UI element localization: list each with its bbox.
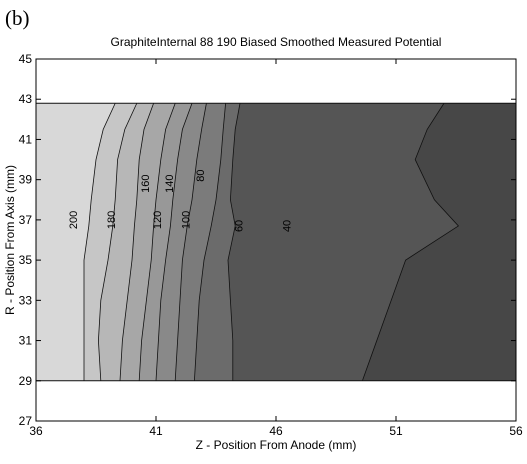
x-tick-label: 41 [149, 424, 163, 438]
y-axis-label: R - Position From Axis (mm) [3, 165, 17, 315]
y-tick-label: 41 [19, 132, 33, 146]
x-tick-label: 56 [509, 424, 523, 438]
contour-label-80: 80 [195, 170, 207, 182]
chart-title: GraphiteInternal 88 190 Biased Smoothed … [110, 35, 442, 49]
contour-line-120 [155, 103, 193, 381]
contour-label-60: 60 [233, 220, 245, 232]
contour-label-160: 160 [140, 175, 152, 193]
contour-bands [36, 103, 517, 381]
contour-label-120: 120 [152, 211, 164, 229]
contour-labels: 200 180 160 140 120 100 80 60 40 [68, 170, 294, 233]
y-tick-label: 37 [19, 213, 33, 227]
x-tick-label: 36 [29, 424, 43, 438]
y-tick-label: 27 [19, 414, 33, 428]
contour-band-lt40 [362, 103, 516, 381]
y-tick-label: 31 [19, 334, 33, 348]
contour-line-140 [138, 103, 176, 381]
y-tick-label: 39 [19, 173, 33, 187]
axis-ticks: 36 41 46 51 56 27 29 31 33 35 37 39 41 43 45 [19, 52, 523, 438]
contour-label-100: 100 [181, 211, 193, 229]
contour-label-200: 200 [68, 211, 80, 229]
contour-label-140: 140 [164, 175, 176, 193]
contour-label-40: 40 [281, 220, 293, 232]
x-axis-label: Z - Position From Anode (mm) [196, 438, 357, 452]
x-tick-label: 46 [269, 424, 283, 438]
x-tick-label: 51 [389, 424, 403, 438]
contour-line-100 [174, 103, 207, 381]
y-tick-label: 29 [19, 374, 33, 388]
y-tick-label: 33 [19, 293, 33, 307]
panel-label: (b) [5, 6, 30, 30]
contour-label-180: 180 [106, 211, 118, 229]
y-tick-label: 43 [19, 92, 33, 106]
contour-line-60 [227, 103, 241, 381]
contour-line-180 [97, 103, 138, 381]
contour-line-80 [194, 103, 226, 381]
contour-line-200 [83, 103, 116, 381]
y-tick-label: 35 [19, 253, 33, 267]
contour-line-160 [119, 103, 154, 381]
contour-lines [36, 102, 516, 382]
y-tick-label: 45 [19, 52, 33, 66]
contour-line-40 [362, 103, 460, 381]
